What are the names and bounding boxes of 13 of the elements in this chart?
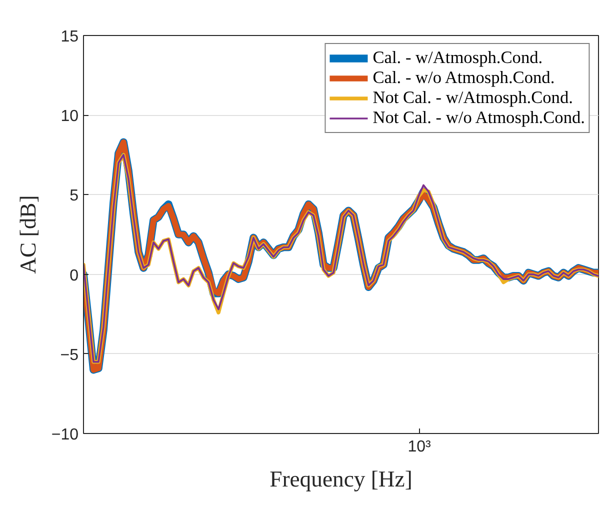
text: 10³	[408, 438, 432, 456]
legend-label: Cal. - w/o Atmosph.Cond.	[372, 68, 555, 88]
y-tick-label: 0	[70, 267, 79, 284]
y-tick-label: −10	[51, 426, 79, 444]
y-tick-label: 5	[70, 188, 79, 205]
x-axis-title: Frequency [Hz]	[270, 466, 412, 492]
y-tick-label: −5	[60, 346, 79, 364]
y-tick-label: 15	[60, 28, 79, 46]
legend-label: Cal. - w/Atmosph.Cond.	[372, 48, 543, 68]
legend-label: Not Cal. - w/o Atmosph.Cond.	[372, 108, 585, 128]
legend-label: Not Cal. - w/Atmosph.Cond.	[372, 88, 573, 108]
y-tick-label: 10	[60, 108, 79, 126]
y-axis-title: AC [dB]	[15, 195, 40, 274]
